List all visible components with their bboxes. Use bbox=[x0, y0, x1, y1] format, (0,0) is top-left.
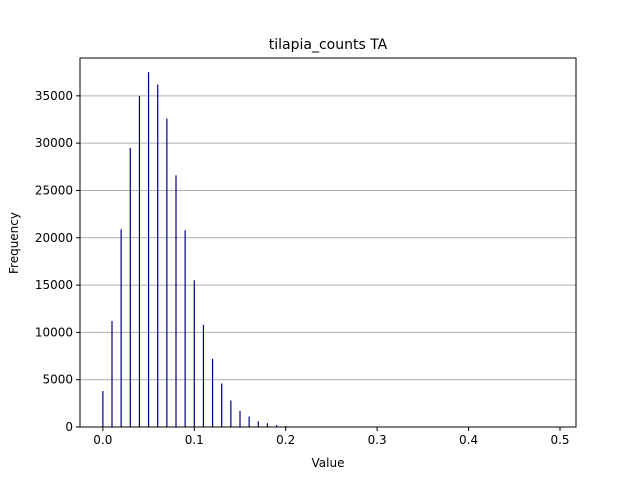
chart-title: tilapia_counts TA bbox=[269, 37, 388, 53]
y-tick-label: 20000 bbox=[35, 231, 73, 245]
histogram-bar bbox=[184, 230, 186, 427]
histogram-bar bbox=[239, 410, 241, 427]
histogram-bar bbox=[221, 383, 223, 427]
x-tick-label: 0.1 bbox=[185, 433, 204, 447]
bars bbox=[102, 72, 296, 428]
x-tick-label: 0.2 bbox=[276, 433, 295, 447]
histogram-bar bbox=[166, 118, 168, 428]
x-tick-label: 0.3 bbox=[368, 433, 387, 447]
x-axis-label: Value bbox=[312, 456, 345, 470]
plot-frame bbox=[79, 57, 577, 428]
histogram-bar bbox=[248, 416, 250, 427]
histogram-bar bbox=[202, 324, 205, 427]
histogram-bar bbox=[257, 421, 259, 427]
y-tick-label: 5000 bbox=[42, 373, 73, 387]
histogram-bar bbox=[102, 391, 104, 427]
histogram-bar bbox=[193, 280, 195, 427]
histogram-bar bbox=[157, 84, 159, 427]
histogram-bar bbox=[138, 95, 141, 427]
x-tick-label: 0.5 bbox=[550, 433, 569, 447]
y-axis-ticks: 0 5000 10000 15000 20000 25000 30000 35000 bbox=[35, 89, 80, 434]
histogram-bar bbox=[275, 425, 278, 427]
y-tick-label: 35000 bbox=[35, 89, 73, 103]
x-tick-label: 0.0 bbox=[93, 433, 112, 447]
histogram-bar bbox=[147, 72, 150, 427]
y-tick-label: 30000 bbox=[35, 136, 73, 150]
y-tick-label: 0 bbox=[65, 420, 73, 434]
histogram-bar bbox=[266, 423, 269, 427]
histogram-bar bbox=[111, 321, 113, 427]
histogram-bar bbox=[175, 175, 177, 427]
x-tick-label: 0.4 bbox=[459, 433, 478, 447]
histogram-bar bbox=[211, 358, 214, 427]
histogram-bar bbox=[129, 147, 131, 427]
x-axis-ticks: 0.0 0.1 0.2 0.3 0.4 0.5 bbox=[93, 427, 570, 447]
y-tick-label: 15000 bbox=[35, 278, 73, 292]
y-tick-label: 25000 bbox=[35, 183, 73, 197]
y-axis-label: Frequency bbox=[7, 212, 21, 274]
gridlines bbox=[80, 95, 576, 381]
y-tick-label: 10000 bbox=[35, 325, 73, 339]
histogram-bar bbox=[120, 229, 122, 427]
histogram-bar bbox=[230, 400, 232, 427]
